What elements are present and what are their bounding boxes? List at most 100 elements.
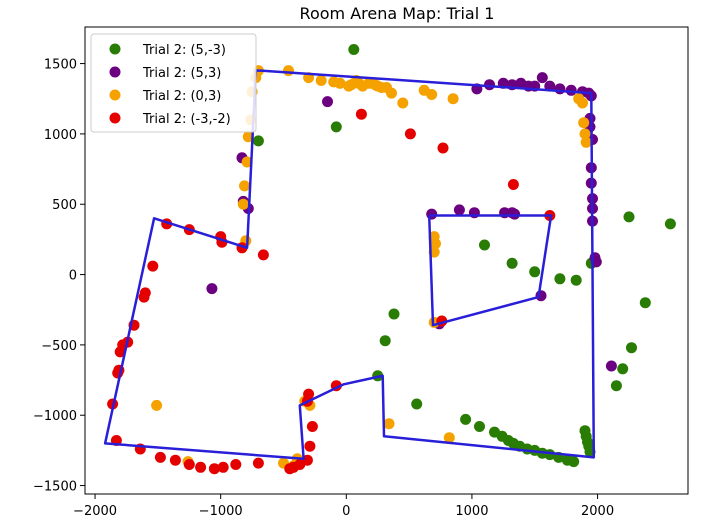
- data-point: [443, 432, 455, 444]
- data-point: [437, 142, 449, 154]
- data-point: [474, 421, 485, 432]
- y-tick-label: 1000: [44, 128, 77, 143]
- data-point: [239, 180, 250, 192]
- series-2: [206, 72, 617, 372]
- data-point: [195, 461, 207, 473]
- data-point: [411, 398, 423, 410]
- data-point: [304, 440, 316, 452]
- data-point: [383, 418, 395, 430]
- x-tick-label: −2000: [73, 504, 117, 519]
- x-tick-label: −1000: [199, 504, 243, 519]
- data-point: [147, 260, 159, 272]
- data-point: [322, 96, 333, 108]
- y-tick-label: 500: [52, 198, 77, 213]
- data-point: [568, 456, 580, 468]
- data-point: [208, 463, 220, 475]
- legend-item: Trial 2: (-3,-2): [109, 112, 231, 127]
- data-point: [139, 287, 151, 299]
- data-point: [426, 208, 438, 220]
- data-point: [617, 363, 629, 375]
- data-point: [579, 128, 591, 140]
- data-point: [283, 65, 294, 77]
- data-point: [506, 257, 518, 269]
- data-point: [639, 297, 651, 309]
- x-axis: −2000 −1000 0 1000 2000: [73, 494, 614, 519]
- data-point: [388, 308, 400, 320]
- data-point: [570, 274, 582, 286]
- data-point: [315, 75, 327, 86]
- data-point: [237, 198, 249, 210]
- data-point: [252, 457, 264, 469]
- data-point: [426, 89, 438, 100]
- legend-label: Trial 2: (5,-3): [142, 43, 226, 58]
- boundary-line-2: [427, 214, 553, 327]
- y-tick-label: 0: [69, 269, 77, 284]
- legend-box: [90, 33, 257, 133]
- data-point: [577, 97, 588, 109]
- data-point: [348, 44, 360, 55]
- data-point: [169, 454, 181, 466]
- legend-label: Trial 2: (5,3): [142, 66, 221, 81]
- legend: Trial 2: (5,-3) Trial 2: (5,3) Trial 2: (0…: [90, 33, 257, 133]
- data-point: [664, 218, 676, 230]
- plot-area: [103, 44, 676, 475]
- data-point: [479, 239, 490, 251]
- data-point: [404, 128, 416, 140]
- data-point: [529, 266, 541, 278]
- data-point: [605, 360, 617, 372]
- data-point: [535, 290, 547, 302]
- data-point: [257, 249, 269, 261]
- data-point: [554, 273, 566, 285]
- data-point: [206, 283, 218, 295]
- data-point: [554, 83, 566, 95]
- y-tick-label: −500: [41, 339, 77, 354]
- legend-marker: [109, 66, 121, 78]
- legend-item: Trial 2: (5,-3): [109, 43, 226, 58]
- data-point: [610, 380, 622, 392]
- x-tick-label: 2000: [581, 504, 614, 519]
- data-point: [151, 399, 163, 411]
- data-point: [536, 72, 548, 84]
- data-point: [626, 342, 637, 354]
- data-point: [623, 211, 635, 223]
- chart-title: Room Arena Map: Trial 1: [300, 4, 495, 23]
- x-tick-label: 1000: [455, 504, 488, 519]
- data-point: [241, 156, 253, 168]
- legend-label: Trial 2: (0,3): [142, 89, 221, 104]
- data-point: [578, 117, 590, 129]
- data-point: [460, 413, 472, 425]
- data-point: [242, 131, 254, 143]
- legend-label: Trial 2: (-3,-2): [142, 112, 231, 127]
- data-point: [154, 451, 166, 463]
- y-tick-label: −1000: [33, 409, 77, 424]
- data-point: [230, 459, 242, 470]
- series-4: [107, 108, 556, 475]
- data-point: [509, 208, 521, 220]
- legend-item: Trial 2: (0,3): [109, 89, 221, 104]
- y-axis: −1500 −1000 −500 0 500 1000 1500: [33, 58, 85, 495]
- data-point: [183, 459, 195, 470]
- data-point: [303, 388, 315, 400]
- y-tick-label: −1500: [33, 480, 77, 495]
- data-point: [580, 136, 592, 148]
- data-point: [507, 179, 519, 190]
- data-point: [430, 238, 441, 250]
- data-point: [355, 108, 367, 120]
- data-point: [330, 121, 342, 133]
- legend-marker: [109, 112, 121, 124]
- legend-marker: [109, 43, 121, 55]
- data-point: [397, 97, 409, 109]
- data-point: [453, 204, 465, 216]
- data-point: [306, 421, 318, 432]
- boundary-line-1: [103, 69, 596, 461]
- data-point: [334, 77, 346, 89]
- series-1: [252, 44, 676, 468]
- data-point: [252, 135, 264, 147]
- data-point: [217, 461, 229, 473]
- y-tick-label: 1500: [44, 58, 77, 73]
- axes-frame: [84, 26, 689, 495]
- data-point: [386, 87, 397, 99]
- data-point: [379, 335, 391, 347]
- legend-marker: [109, 89, 121, 101]
